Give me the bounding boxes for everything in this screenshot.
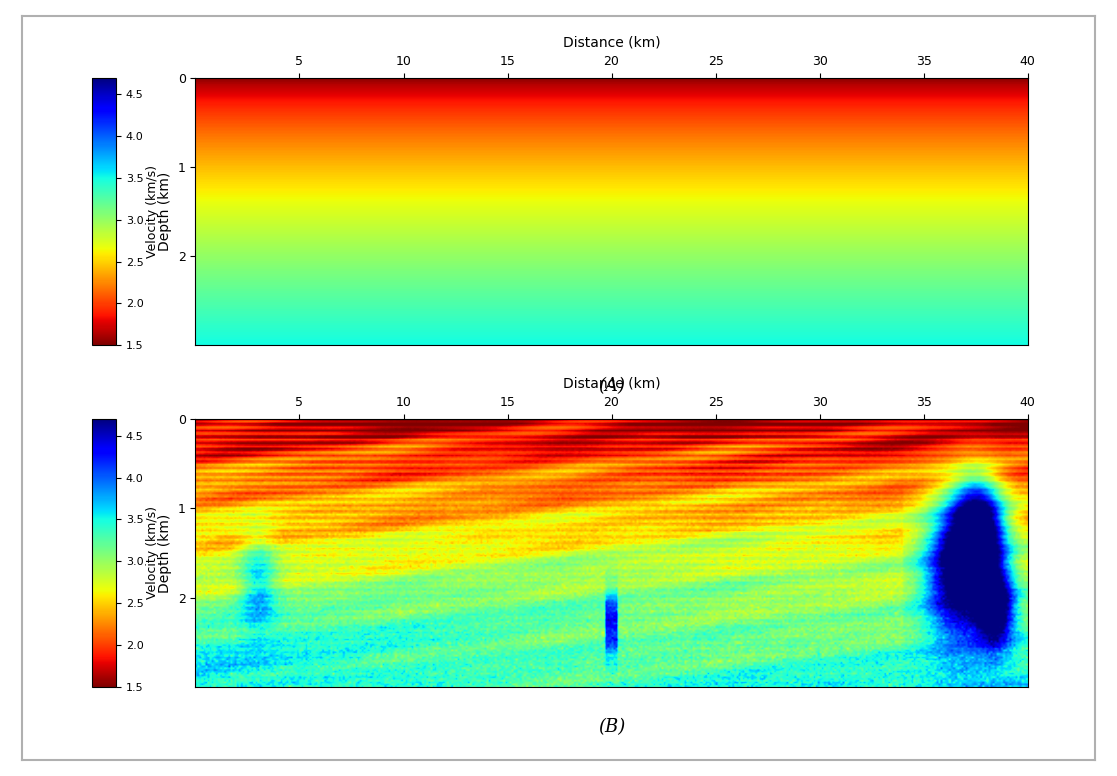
Text: (A): (A) [598, 376, 626, 395]
Y-axis label: Depth (km): Depth (km) [159, 513, 172, 593]
X-axis label: Distance (km): Distance (km) [563, 377, 660, 391]
Y-axis label: Depth (km): Depth (km) [159, 171, 172, 251]
Text: (B): (B) [598, 718, 626, 736]
Y-axis label: Velocity (km/s): Velocity (km/s) [146, 165, 160, 258]
Y-axis label: Velocity (km/s): Velocity (km/s) [146, 507, 160, 599]
X-axis label: Distance (km): Distance (km) [563, 36, 660, 50]
